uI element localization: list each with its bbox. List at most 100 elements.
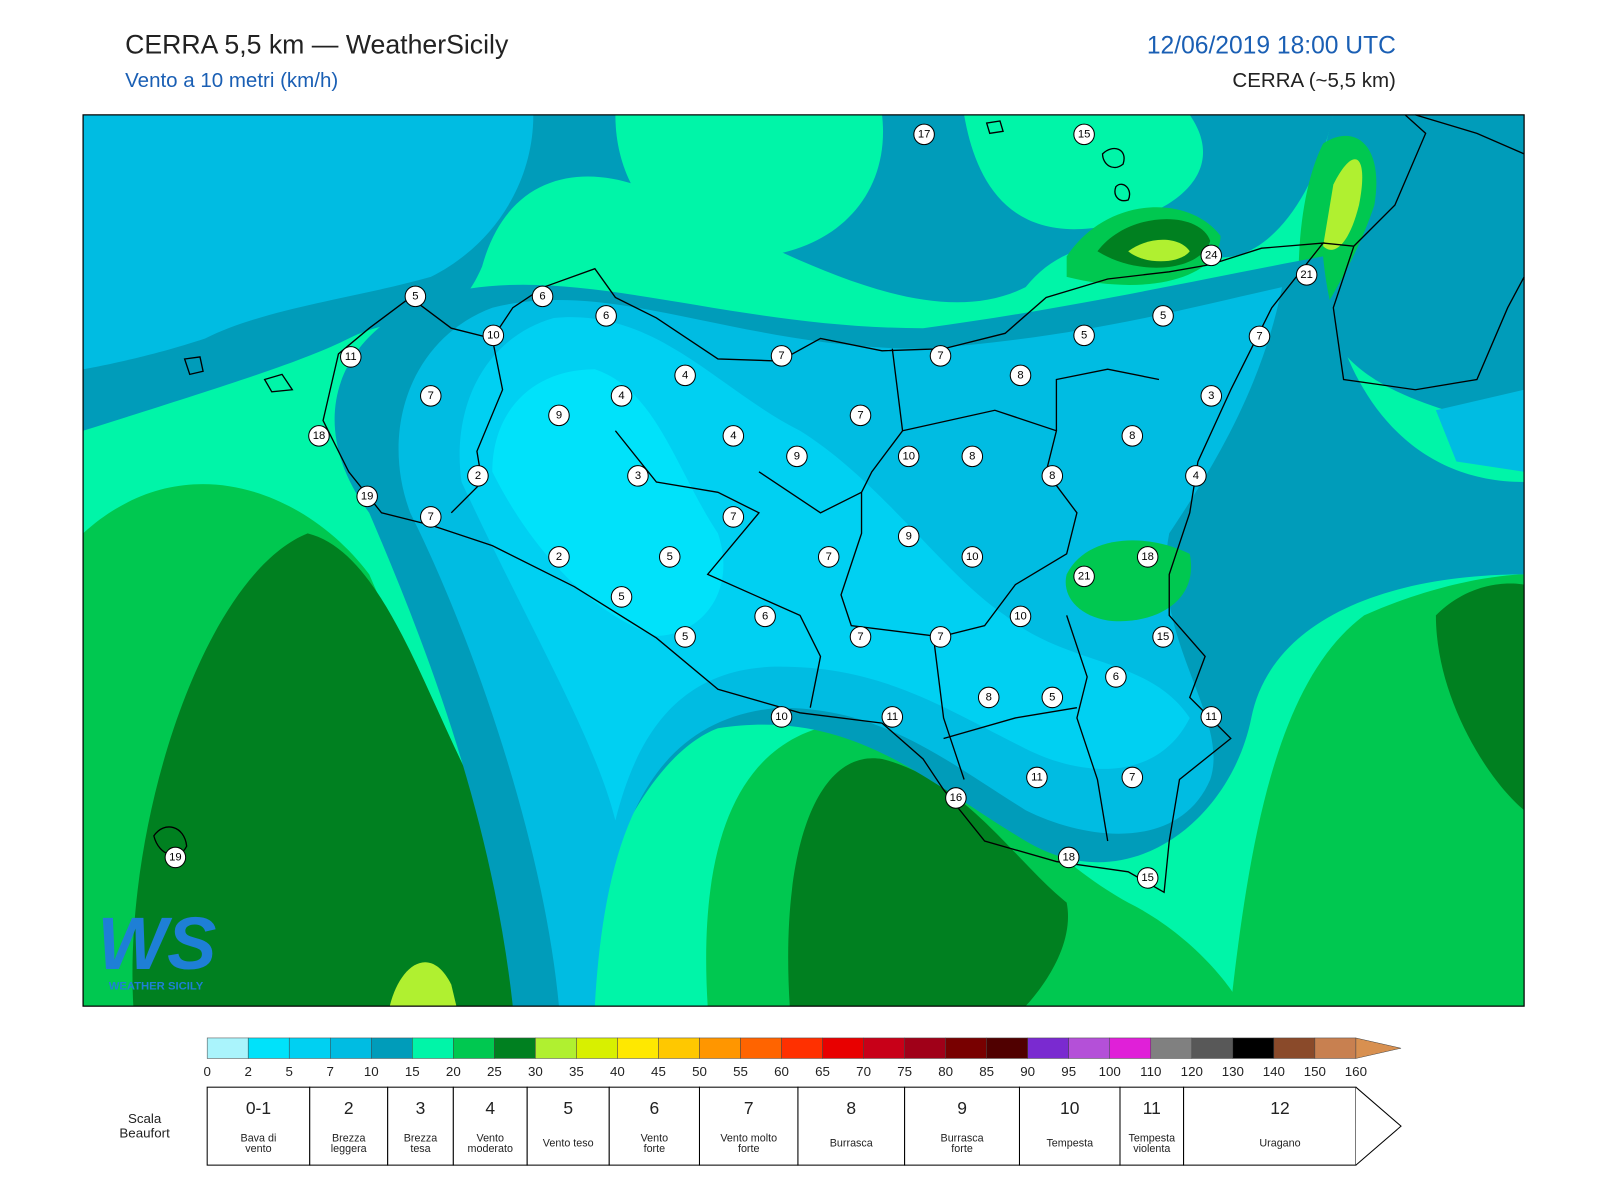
- station-marker: [339, 346, 362, 368]
- beaufort-desc: Bava di: [241, 1133, 277, 1145]
- colorbar-tick-label: 160: [1345, 1064, 1367, 1079]
- station-value: 17: [918, 128, 931, 140]
- station-value: 10: [1014, 610, 1027, 622]
- colorbar-swatch: [822, 1037, 864, 1059]
- station-marker: [817, 546, 840, 568]
- station-marker: [754, 605, 776, 628]
- station-value: 6: [762, 610, 768, 622]
- station-value: 7: [428, 390, 434, 402]
- station-value: 8: [1017, 369, 1023, 381]
- colorbar-tick-label: 85: [979, 1064, 994, 1079]
- station-marker: [1009, 364, 1032, 387]
- colorbar-swatch: [781, 1037, 823, 1059]
- beaufort-arrow: [1355, 1086, 1402, 1166]
- beaufort-force: 11: [1143, 1098, 1161, 1118]
- colorbar-swatch: [371, 1037, 413, 1059]
- station-marker: [1152, 626, 1174, 648]
- station-marker: [913, 123, 935, 146]
- logo: WS WEATHER SICILY: [97, 902, 216, 993]
- station-marker: [1105, 666, 1127, 688]
- station-value: 4: [730, 430, 736, 442]
- station-marker: [1041, 686, 1064, 709]
- station-marker: [722, 425, 745, 447]
- station-marker: [658, 546, 681, 568]
- station-marker: [1200, 706, 1223, 728]
- colorbar-arrow: [1355, 1037, 1402, 1059]
- colorbar-swatch: [658, 1037, 700, 1059]
- colorbar-tick-label: 25: [487, 1064, 502, 1079]
- beaufort-desc: forte: [644, 1143, 666, 1155]
- colorbar-swatch: [740, 1037, 782, 1059]
- station-marker: [1152, 305, 1174, 327]
- station-marker: [722, 506, 745, 528]
- station-marker: [1121, 425, 1144, 447]
- station-value: 7: [778, 350, 784, 362]
- beaufort-force: 9: [957, 1098, 967, 1118]
- station-value: 18: [1141, 551, 1154, 563]
- station-value: 5: [1049, 691, 1055, 703]
- station-value: 21: [1078, 570, 1091, 582]
- station-marker: [164, 846, 187, 869]
- beaufort-cell: [526, 1086, 610, 1166]
- beaufort-force: 8: [846, 1098, 856, 1118]
- colorbar-tick-label: 45: [651, 1064, 666, 1079]
- colorbar-swatch: [1150, 1037, 1193, 1059]
- beaufort-desc: violenta: [1133, 1143, 1170, 1155]
- beaufort-cell: [1018, 1086, 1121, 1166]
- station-marker: [1136, 867, 1159, 889]
- colorbar-tick-label: 65: [815, 1064, 830, 1079]
- station-value: 4: [682, 369, 688, 381]
- station-value: 7: [1256, 330, 1262, 342]
- station-value: 5: [412, 290, 418, 302]
- station-value: 19: [169, 851, 182, 863]
- colorbar-tick-label: 75: [897, 1064, 912, 1079]
- station-value: 15: [1078, 128, 1091, 140]
- station-value: 5: [682, 631, 688, 643]
- station-marker: [1185, 465, 1207, 487]
- station-marker: [674, 626, 696, 648]
- station-marker: [1009, 605, 1032, 628]
- beaufort-desc: leggera: [331, 1143, 367, 1155]
- station-marker: [1073, 123, 1095, 146]
- station-marker: [404, 285, 427, 308]
- station-value: 8: [1129, 430, 1135, 442]
- station-value: 11: [345, 351, 357, 363]
- logo-mark: WS: [97, 902, 216, 985]
- colorbar-tick-label: 20: [446, 1064, 461, 1079]
- station-value: 9: [556, 409, 562, 421]
- station-marker: [548, 546, 570, 568]
- station-marker: [929, 345, 952, 367]
- colorbar-tick-label: 100: [1099, 1064, 1121, 1079]
- beaufort-force: 3: [416, 1098, 426, 1118]
- colorbar-swatch: [699, 1037, 741, 1059]
- beaufort-desc: Vento: [477, 1133, 505, 1145]
- beaufort-cell: [1119, 1086, 1185, 1166]
- station-marker: [961, 546, 984, 568]
- colorbar-swatch: [1109, 1037, 1152, 1059]
- station-marker: [1200, 244, 1223, 267]
- station-marker: [356, 485, 378, 508]
- colorbar-tick-label: 60: [774, 1064, 789, 1079]
- colorbar-swatch: [288, 1037, 331, 1059]
- colorbar-swatch: [945, 1037, 987, 1059]
- station-marker: [610, 385, 633, 407]
- station-marker: [1200, 385, 1223, 407]
- station-marker: [770, 345, 793, 367]
- datetime: 12/06/2019 18:00 UTC: [1147, 32, 1396, 59]
- beaufort-force: 2: [344, 1098, 354, 1118]
- station-value: 2: [556, 551, 562, 563]
- beaufort-force: 0-1: [246, 1098, 271, 1118]
- station-value: 5: [1081, 329, 1087, 341]
- station-value: 6: [539, 290, 545, 302]
- beaufort-desc: Uragano: [1259, 1138, 1300, 1150]
- station-value: 11: [1031, 771, 1043, 783]
- station-marker: [482, 324, 505, 347]
- station-marker: [674, 364, 696, 387]
- colorbar-tick-label: 70: [856, 1064, 871, 1079]
- colorbar-tick-label: 5: [286, 1064, 293, 1079]
- colorbar-swatch: [1068, 1037, 1110, 1059]
- station-marker: [1026, 766, 1048, 789]
- colorbar-tick-label: 110: [1140, 1064, 1161, 1079]
- station-value: 10: [902, 450, 915, 462]
- model: CERRA (~5,5 km): [1232, 69, 1395, 92]
